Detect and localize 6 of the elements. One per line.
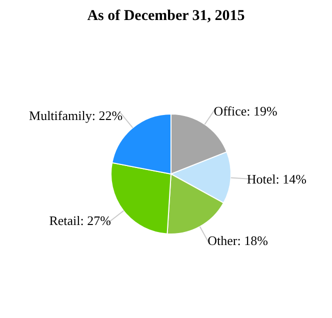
slice-label: Retail: 27% [49, 213, 112, 228]
slice-label: Hotel: 14% [246, 171, 307, 186]
slice-label: Multifamily: 22% [29, 108, 123, 123]
slice-label: Other: 18% [208, 233, 268, 248]
chart-title: As of December 31, 2015 [86, 8, 246, 25]
slice-label: Office: 19% [214, 104, 278, 119]
